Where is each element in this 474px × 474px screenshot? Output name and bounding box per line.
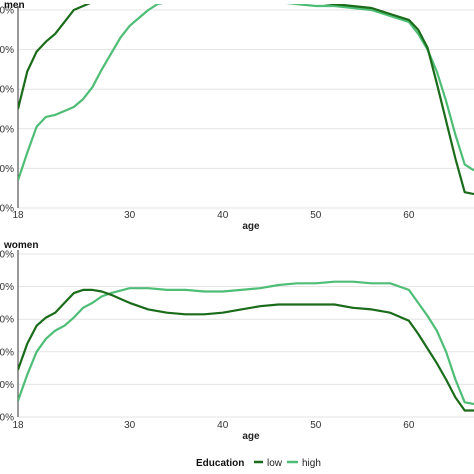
women-y-tick-label: 80% (0, 282, 14, 293)
women-series-line-high (18, 280, 474, 406)
legend-label-low: low (267, 458, 283, 469)
women-x-tick-label: 40 (217, 420, 229, 431)
women-panel-title: women (3, 240, 38, 251)
women-x-tick-label: 30 (124, 420, 136, 431)
men-x-tick-label: 30 (124, 210, 136, 221)
women-y-tick-label: 40% (0, 347, 14, 358)
women-y-tick-label: 0% (0, 413, 14, 424)
men-x-tick-label: 18 (12, 210, 24, 221)
women-x-tick-label: 18 (12, 420, 24, 431)
legend-title: Education (196, 458, 244, 469)
men-y-tick-label: 80% (0, 45, 14, 56)
men-y-tick-label: 60% (0, 85, 14, 96)
women-x-tick-label: 60 (403, 420, 415, 431)
women-y-tick-label: 60% (0, 315, 14, 326)
women-x-axis-title: age (242, 431, 260, 442)
women-y-tick-label: 20% (0, 380, 14, 391)
men-series-line-high (18, 4, 474, 181)
men-x-tick-label: 60 (403, 210, 415, 221)
men-series-line-low (18, 4, 474, 196)
men-y-tick-label: 40% (0, 124, 14, 135)
women-x-tick-label: 50 (310, 420, 322, 431)
women-panel: women age 0% 20% 40% 60% 80% 100% 18 30 40 50 60 (0, 240, 474, 442)
men-panel: men age 0% 20% 40% 60% 80% 100% 18 30 40 50 60 (0, 0, 474, 232)
women-y-tick-label: 100% (0, 250, 14, 261)
men-y-tick-label: 100% (0, 6, 14, 17)
women-series-line-low (18, 288, 474, 412)
men-y-tick-label: 0% (0, 204, 14, 215)
legend: Education low high (196, 458, 321, 469)
legend-label-high: high (302, 458, 321, 469)
men-x-tick-label: 50 (310, 210, 322, 221)
men-panel-title: men (4, 0, 25, 11)
men-x-tick-label: 40 (217, 210, 229, 221)
men-y-tick-label: 20% (0, 164, 14, 175)
men-x-axis-title: age (242, 221, 260, 232)
